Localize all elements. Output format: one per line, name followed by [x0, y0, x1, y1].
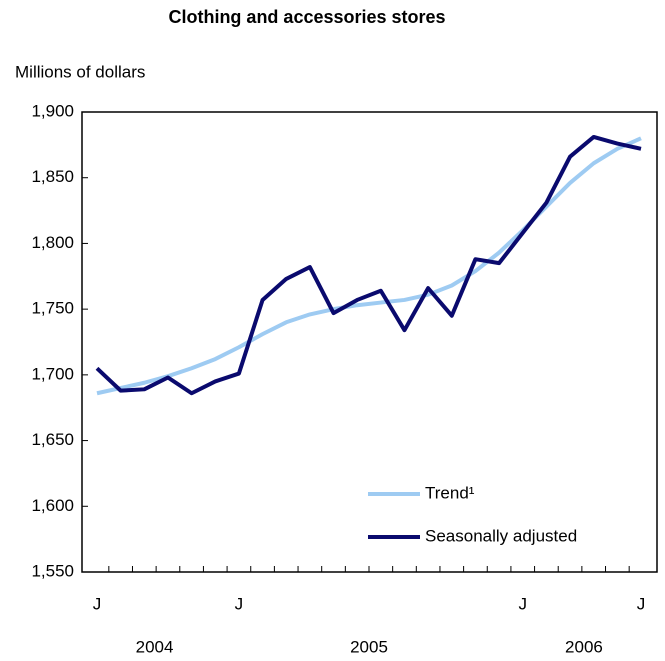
series-line — [96, 136, 642, 396]
x-group-label: 2004 — [136, 637, 174, 656]
x-tick-label: J — [93, 594, 102, 613]
y-tick-label: 1,550 — [31, 561, 74, 580]
y-tick-label: 1,800 — [31, 233, 74, 252]
chart-title: Clothing and accessories stores — [168, 7, 445, 27]
series-line — [95, 134, 642, 396]
y-tick-label: 1,650 — [31, 430, 74, 449]
legend-label: Seasonally adjusted — [425, 526, 577, 545]
y-axis-label: Millions of dollars — [15, 62, 145, 81]
y-tick-label: 1,850 — [31, 167, 74, 186]
y-tick-label: 1,600 — [31, 496, 74, 515]
x-tick-label: J — [637, 594, 646, 613]
y-tick-label: 1,700 — [31, 364, 74, 383]
y-tick-label: 1,900 — [31, 101, 74, 120]
x-group-label: 2006 — [565, 637, 603, 656]
x-tick-label: J — [235, 594, 244, 613]
x-tick-label: J — [518, 594, 527, 613]
y-tick-label: 1,750 — [31, 299, 74, 318]
x-group-label: 2005 — [350, 637, 388, 656]
legend-label: Trend¹ — [425, 483, 475, 502]
